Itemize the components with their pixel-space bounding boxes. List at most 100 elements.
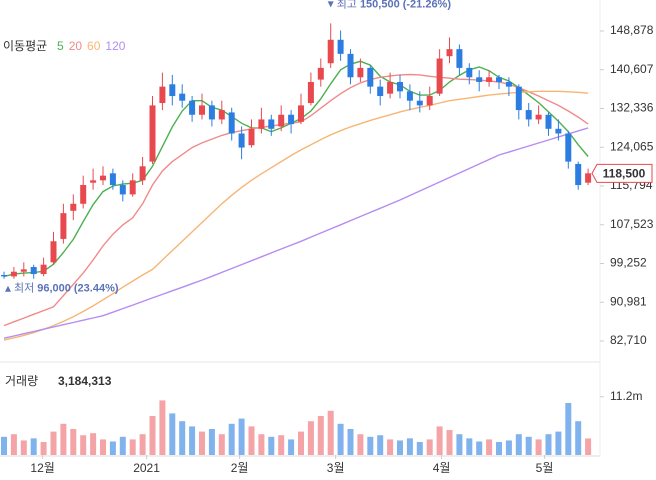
volume-bar (129, 439, 136, 455)
candle-body (347, 53, 354, 78)
candle-body (436, 58, 443, 94)
volume-bar (377, 435, 384, 455)
candle-body (159, 86, 166, 104)
volume-bar (347, 429, 354, 455)
volume-bar (30, 438, 37, 455)
x-tick-label: 2월 (231, 461, 249, 475)
annotation-text: 최저 (14, 282, 34, 295)
volume-bar (456, 434, 463, 455)
volume-bar (218, 434, 225, 455)
volume-bar (327, 410, 334, 455)
volume-bar (20, 440, 27, 455)
volume-bar (50, 431, 57, 455)
volume-bar (505, 440, 512, 455)
candle-body (545, 114, 552, 129)
candle-body (496, 77, 503, 82)
volume-bar (436, 426, 443, 455)
y-tick-label: 148,878 (610, 23, 654, 37)
volume-bar (248, 426, 255, 455)
candle-body (60, 213, 67, 239)
candle-body (555, 128, 562, 134)
candle-body (169, 84, 176, 97)
candle-body (40, 264, 47, 275)
volume-bar (189, 426, 196, 455)
candle-body (515, 86, 522, 111)
current-price-label: 118,500 (603, 166, 646, 180)
candle-body (585, 173, 592, 183)
candle-body (238, 133, 245, 148)
candle-body (179, 93, 186, 101)
moving-average-line (3, 127, 589, 339)
y-tick-label: 132,336 (610, 101, 654, 115)
volume-bar (90, 433, 97, 455)
candle-body (189, 100, 196, 115)
volume-bar (198, 431, 205, 455)
volume-bar (466, 438, 473, 455)
candle-body (149, 105, 156, 162)
candle-body (50, 241, 57, 263)
volume-bar (575, 421, 582, 455)
candle-body (0, 274, 7, 277)
candle-body (476, 77, 483, 82)
candle-body (90, 180, 97, 183)
volume-bar (169, 413, 176, 455)
volume-bar (0, 436, 7, 455)
volume-bar (149, 416, 156, 455)
annotation-change: (23.44%) (74, 283, 119, 295)
candle-body (377, 86, 384, 97)
candle-body (119, 185, 126, 195)
candle-body (466, 67, 473, 78)
legend-entry: 20 (69, 39, 83, 53)
volume-bar (228, 423, 235, 455)
candle-body (129, 180, 136, 195)
y-tick-label: 107,523 (610, 217, 654, 231)
current-price-box (591, 163, 653, 183)
candle-body (486, 77, 493, 82)
volume-bar (139, 434, 146, 455)
candle-body (278, 114, 285, 127)
candle-body (446, 49, 453, 57)
candle-body (208, 105, 215, 120)
candle-body (327, 39, 334, 64)
volume-bar (119, 436, 126, 455)
volume-bar (307, 421, 314, 455)
candle-body (337, 39, 344, 54)
candle-body (307, 81, 314, 104)
candle-body (30, 267, 37, 275)
y-tick-label: 90,981 (610, 294, 647, 308)
volume-bar (258, 434, 265, 455)
volume-bar (416, 442, 423, 455)
candle-body (99, 175, 106, 181)
volume-bar (60, 423, 67, 455)
volume-bar (208, 429, 215, 455)
candle-body (10, 271, 17, 277)
annotation-marker (327, 1, 334, 8)
legend-entry: 60 (87, 39, 101, 53)
volume-bar (99, 439, 106, 455)
y-tick-label: 82,710 (610, 333, 647, 347)
candle-body (248, 128, 255, 146)
annotation-marker (4, 285, 11, 292)
volume-bar (535, 439, 542, 455)
volume-bar (179, 421, 186, 455)
volume-bar (565, 403, 572, 455)
volume-bar (40, 442, 47, 455)
candle-body (575, 163, 582, 186)
annotation-change: (-21.26%) (403, 0, 452, 10)
candle-body (268, 119, 275, 129)
volume-bar (288, 439, 295, 455)
candle-body (416, 100, 423, 106)
moving-average-line (3, 60, 589, 278)
candle-body (228, 112, 235, 134)
volume-bar (525, 436, 532, 455)
candle-body (387, 81, 394, 94)
volume-bar (337, 423, 344, 455)
x-tick-label: 2021 (133, 461, 160, 475)
volume-bar (70, 429, 77, 455)
volume-bar (585, 438, 592, 455)
candle-body (20, 269, 27, 272)
legend-entry: 5 (57, 39, 64, 53)
candle-body (367, 67, 374, 87)
x-tick-label: 5월 (536, 461, 554, 475)
